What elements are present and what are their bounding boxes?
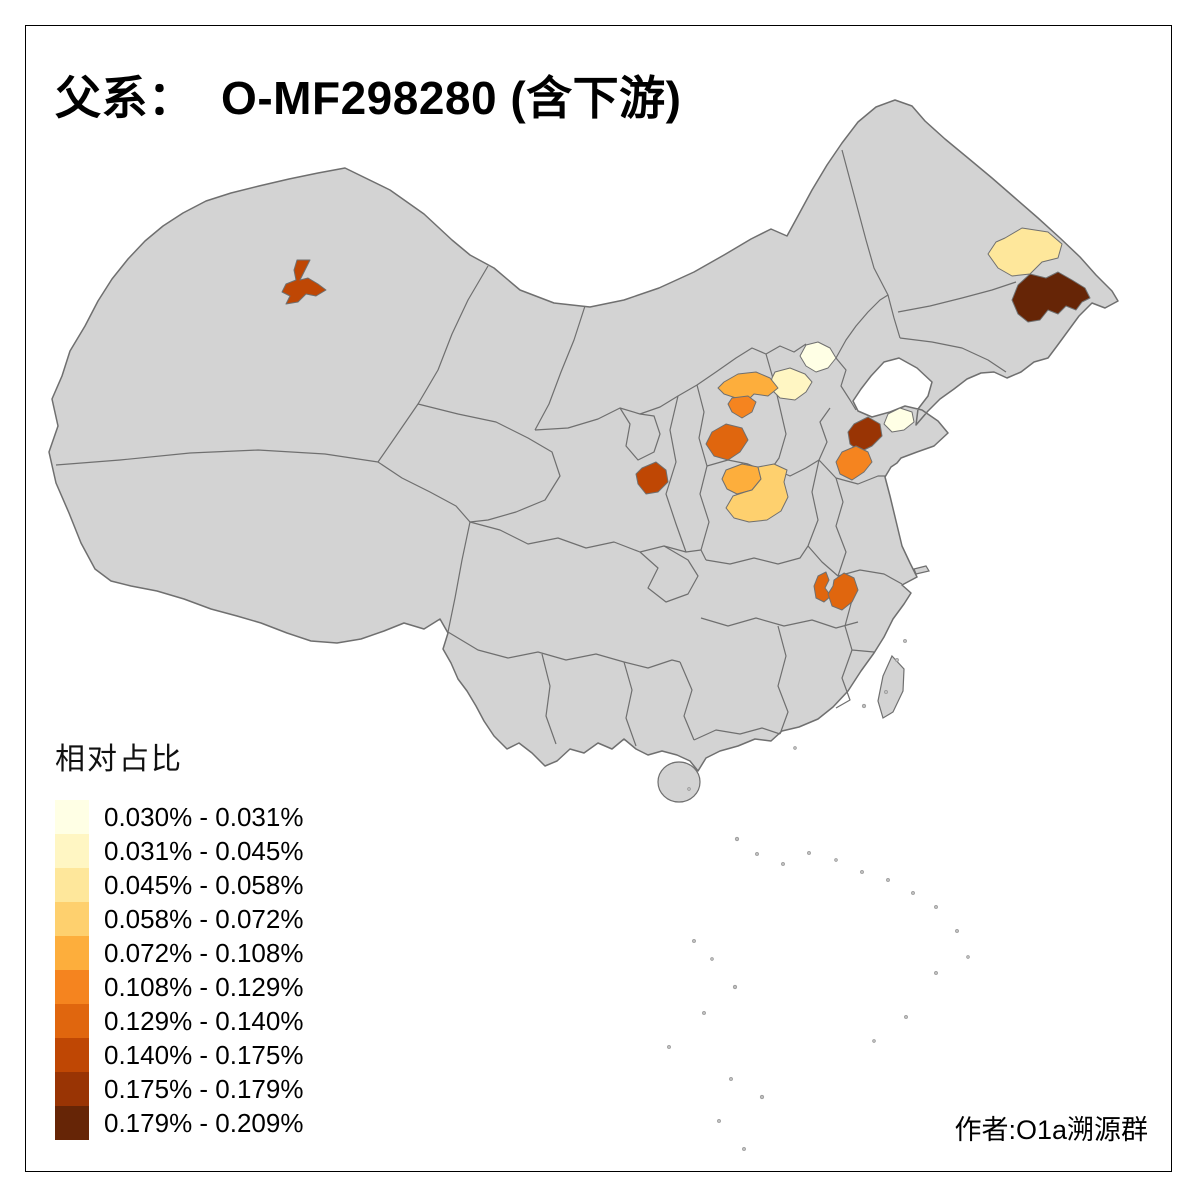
legend-swatch <box>55 800 89 834</box>
islands <box>657 565 930 803</box>
legend: 相对占比 0.030% - 0.031% 0.031% - 0.045% 0.0… <box>55 742 303 1140</box>
legend-item: 0.108% - 0.129% <box>55 970 303 1004</box>
legend-label: 0.072% - 0.108% <box>104 937 304 968</box>
legend-item: 0.129% - 0.140% <box>55 1004 303 1038</box>
region-heilongjiang-harbin <box>987 227 1063 277</box>
legend-swatch <box>55 1106 89 1140</box>
region-jilin-east <box>1011 271 1091 323</box>
legend-swatch <box>55 868 89 902</box>
legend-item: 0.030% - 0.031% <box>55 800 303 834</box>
legend-item: 0.045% - 0.058% <box>55 868 303 902</box>
region-shandong-south <box>835 445 873 481</box>
region-shandong-central <box>847 416 883 453</box>
province-borders <box>55 149 1017 747</box>
attribution: 作者:O1a溯源群 <box>954 1115 1148 1145</box>
legend-swatch <box>55 834 89 868</box>
region-henan-central <box>725 463 789 523</box>
legend-label: 0.058% - 0.072% <box>104 903 304 934</box>
legend-item: 0.175% - 0.179% <box>55 1072 303 1106</box>
legend-title: 相对占比 <box>55 743 183 776</box>
legend-item: 0.140% - 0.175% <box>55 1038 303 1072</box>
chongming-island <box>913 565 930 575</box>
legend-swatch <box>55 1072 89 1106</box>
legend-swatch <box>55 1038 89 1072</box>
legend-label: 0.031% - 0.045% <box>104 835 304 866</box>
legend-swatch <box>55 902 89 936</box>
region-hubei-central-east <box>827 572 859 611</box>
taiwan-island <box>877 654 905 719</box>
hainan-island <box>657 761 701 803</box>
region-beijing <box>799 341 837 373</box>
legend-label: 0.030% - 0.031% <box>104 801 304 832</box>
legend-swatch <box>55 1004 89 1038</box>
legend-item: 0.058% - 0.072% <box>55 902 303 936</box>
legend-label: 0.045% - 0.058% <box>104 869 304 900</box>
legend-item: 0.179% - 0.209% <box>55 1106 303 1140</box>
legend-label: 0.140% - 0.175% <box>104 1039 304 1070</box>
region-shanxi-central <box>727 395 757 419</box>
region-xinjiang-central <box>281 259 327 305</box>
china-mainland <box>48 99 1119 772</box>
legend-label: 0.129% - 0.140% <box>104 1005 304 1036</box>
highlighted-regions <box>281 227 1091 611</box>
region-shaanxi-north <box>705 423 749 461</box>
legend-label: 0.108% - 0.129% <box>104 971 304 1002</box>
region-shanxi-north <box>717 371 779 401</box>
legend-item: 0.072% - 0.108% <box>55 936 303 970</box>
legend-label: 0.175% - 0.179% <box>104 1073 304 1104</box>
region-gansu-southeast <box>635 461 669 495</box>
legend-swatch <box>55 970 89 1004</box>
legend-item: 0.031% - 0.045% <box>55 834 303 868</box>
page-title: 父系： O-MF298280 (含下游) <box>55 72 682 124</box>
region-shandong-peninsula <box>883 407 915 433</box>
legend-swatch <box>55 936 89 970</box>
legend-label: 0.179% - 0.209% <box>104 1107 304 1138</box>
sea-islets <box>667 639 970 1151</box>
